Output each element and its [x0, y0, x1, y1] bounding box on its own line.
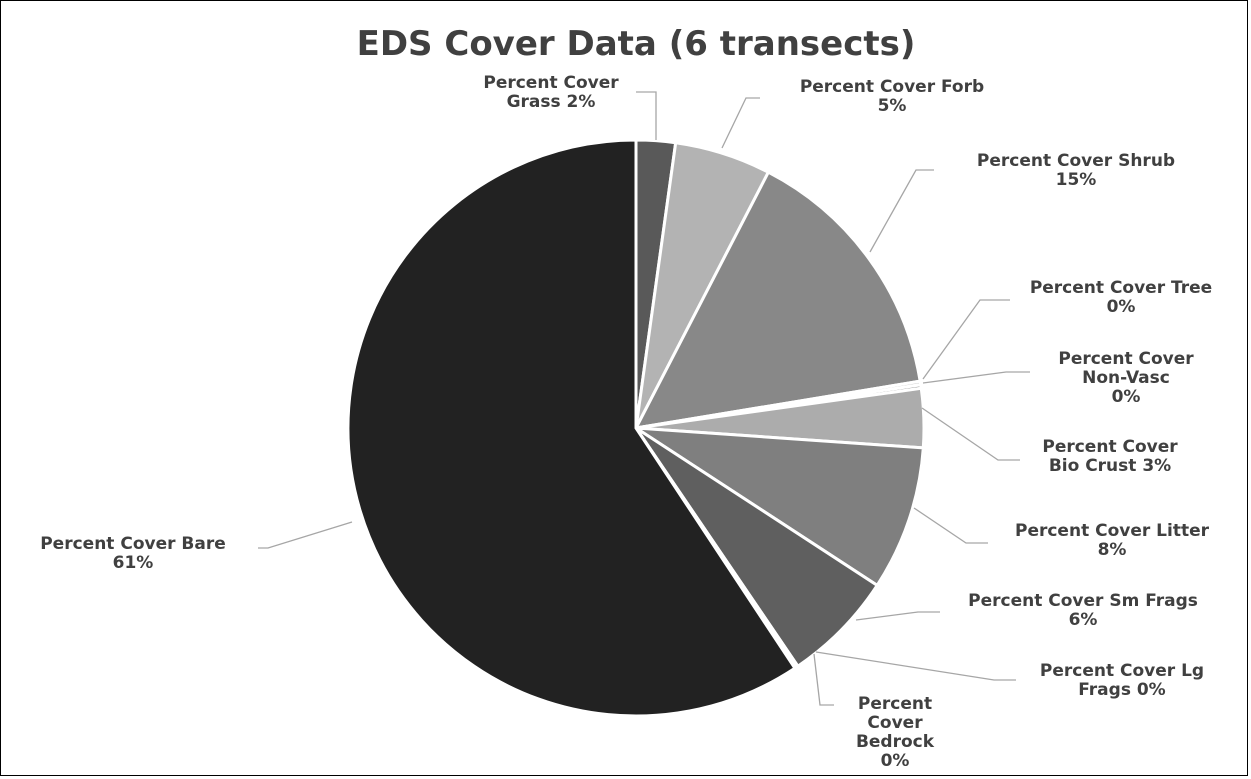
leader-line	[815, 651, 1016, 681]
pie-slices	[346, 138, 926, 718]
leader-line	[258, 521, 353, 549]
data-label: Percent Cover Bio Crust 3%	[1042, 437, 1178, 476]
data-label: Percent Cover Non-Vasc 0%	[1058, 349, 1194, 407]
pie-slice-percent-cover-bare	[346, 138, 797, 718]
leader-line	[922, 371, 1030, 384]
leader-line	[721, 97, 760, 149]
data-label: Percent Cover Litter 8%	[1015, 521, 1210, 560]
data-label: Percent Cover Bare 61%	[40, 534, 226, 573]
leader-line	[813, 653, 834, 706]
leader-line	[921, 407, 1020, 461]
data-labels: Percent Cover Grass 2% Percent Cover Forb 5…	[40, 73, 1212, 771]
data-label: Percent Cover Bedrock 0%	[856, 694, 935, 771]
pie-slice-percent-cover-sm-frags	[634, 426, 880, 669]
leader-line	[922, 299, 1010, 380]
pie-slice-percent-cover-shrub	[633, 170, 922, 430]
leader-line	[855, 611, 940, 621]
data-label: Percent Cover Lg Frags 0%	[1040, 661, 1204, 700]
chart-title: EDS Cover Data (6 transects)	[357, 24, 916, 64]
pie-slice-percent-cover-litter	[630, 426, 925, 588]
data-label: Percent Cover Forb 5%	[800, 77, 984, 116]
data-label: Percent Cover Grass 2%	[483, 73, 619, 112]
leader-lines	[258, 91, 1030, 706]
leader-line	[636, 91, 657, 140]
leader-line	[869, 169, 934, 253]
leader-line	[913, 507, 988, 544]
data-label: Percent Cover Shrub 15%	[977, 151, 1175, 190]
data-label: Percent Cover Sm Frags 6%	[968, 591, 1198, 630]
data-label: Percent Cover Tree 0%	[1030, 278, 1212, 317]
